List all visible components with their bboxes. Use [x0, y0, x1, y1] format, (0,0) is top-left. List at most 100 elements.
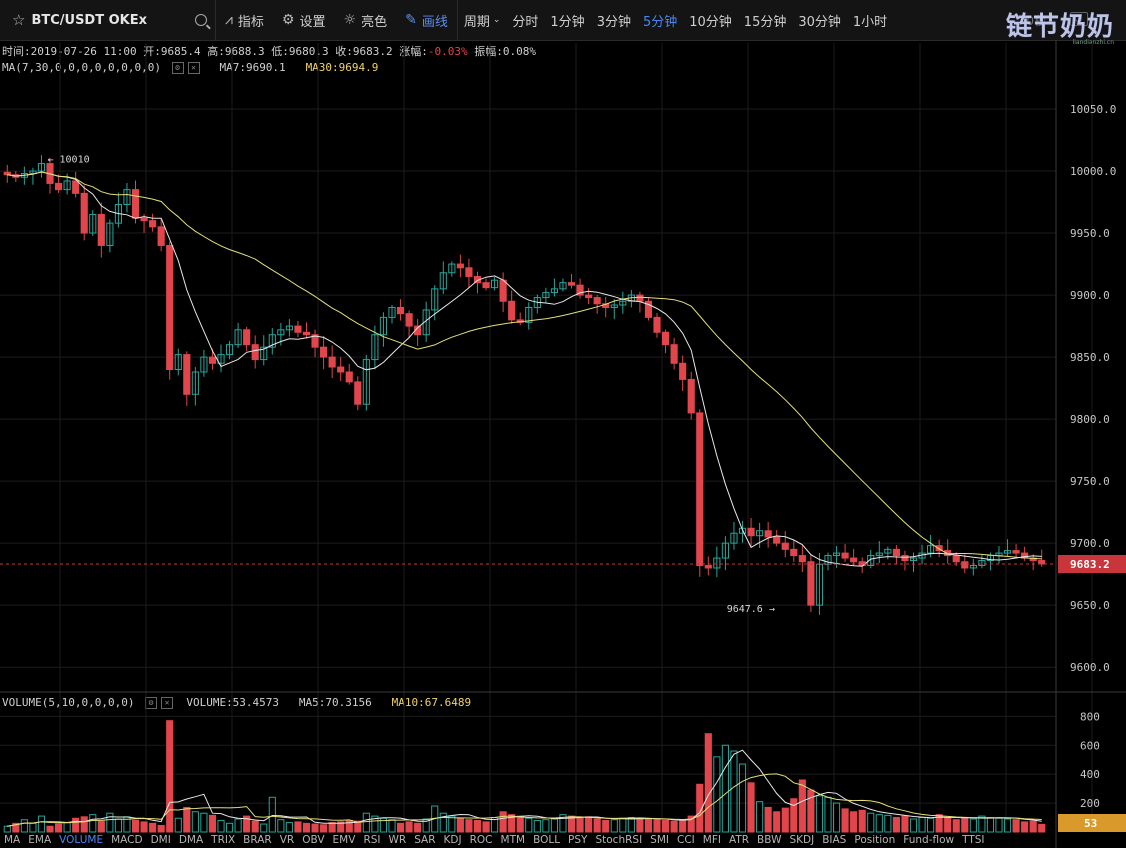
volume-bar — [542, 819, 550, 833]
volume-bar — [978, 815, 986, 833]
volume-bar — [619, 817, 627, 833]
volume-bar — [516, 815, 524, 833]
volume-bar — [388, 819, 396, 833]
volume-bar — [832, 802, 841, 833]
period-option[interactable]: 5分钟 — [642, 14, 678, 30]
indicators-button[interactable]: ⩘ 指标 — [216, 0, 273, 40]
indicator-tab[interactable]: BRAR — [243, 834, 272, 846]
candle-body — [405, 313, 413, 327]
indicator-tab[interactable]: RSI — [363, 834, 381, 846]
period-option[interactable]: 15分钟 — [743, 14, 787, 30]
draw-button[interactable]: ✎ 画线 — [396, 0, 457, 40]
close-icon[interactable]: ✕ — [187, 62, 200, 74]
indicator-tab[interactable]: MTM — [500, 834, 526, 846]
volume-bar — [961, 817, 969, 833]
indicator-tab[interactable]: MFI — [702, 834, 721, 846]
indicator-tab[interactable]: WR — [388, 834, 407, 846]
volume-current-tag — [1058, 814, 1126, 832]
volume-bar — [508, 814, 516, 833]
period-option[interactable]: 分时 — [512, 14, 539, 30]
indicator-tab[interactable]: VOLUME — [59, 834, 104, 846]
period-option[interactable]: 1分钟 — [550, 14, 585, 30]
volume-bar — [909, 818, 918, 833]
gear-icon[interactable]: ⚙ — [145, 697, 158, 709]
indicator-tab[interactable]: MACD — [111, 834, 143, 846]
volume-bar — [371, 815, 379, 833]
candle-body — [243, 329, 251, 346]
indicator-tab[interactable]: BIAS — [822, 834, 847, 846]
y-tick-label: 9950.0 — [1070, 227, 1110, 240]
search-icon[interactable] — [195, 14, 207, 26]
indicator-tab[interactable]: CCI — [677, 834, 695, 846]
candle-body — [824, 555, 832, 565]
candle-body — [585, 294, 593, 299]
indicator-tab[interactable]: KDJ — [443, 834, 462, 846]
volume-bar — [473, 819, 482, 833]
period-dropdown[interactable]: 周期 ⌄ — [458, 0, 507, 40]
candle-body — [508, 300, 516, 321]
close-icon[interactable]: ✕ — [161, 697, 174, 709]
candle-body — [952, 555, 960, 563]
candle-body — [448, 263, 456, 274]
star-icon[interactable]: ☆ — [12, 11, 26, 29]
volume-bar — [234, 818, 242, 833]
camera-icon[interactable] — [1070, 12, 1088, 26]
volume-bar — [131, 819, 140, 833]
theme-button[interactable]: ☼ 亮色 — [335, 0, 397, 40]
indicator-tab[interactable]: ATR — [728, 834, 750, 846]
period-option[interactable]: 10分钟 — [689, 14, 732, 30]
candle-body — [72, 180, 80, 194]
symbol-selector[interactable]: ☆ BTC/USDT OKEx — [0, 0, 216, 40]
candle-body — [396, 306, 405, 315]
gear-icon[interactable]: ⚙ — [171, 62, 184, 74]
candle-body — [892, 548, 900, 557]
settings-button[interactable]: ⚙ 设置 — [273, 0, 335, 40]
volume-bar — [362, 812, 370, 833]
indicator-tab[interactable]: ROC — [469, 834, 493, 846]
volume-bar — [499, 811, 507, 833]
indicator-tab[interactable]: EMA — [28, 834, 52, 846]
indicator-tab[interactable]: DMA — [178, 834, 204, 846]
indicator-tab[interactable]: Fund-flow — [903, 834, 955, 846]
pencil-icon: ✎ — [405, 12, 417, 28]
indicator-tab[interactable]: Position — [854, 834, 896, 846]
indicator-tab[interactable]: PSY — [568, 834, 588, 846]
candle-body — [456, 263, 464, 269]
volume-bar — [867, 812, 875, 833]
candle-body — [191, 371, 199, 395]
candle-body — [89, 213, 97, 234]
indicator-tab[interactable]: BBW — [757, 834, 782, 846]
indicator-tab[interactable]: MA — [4, 834, 21, 846]
candle-body — [123, 189, 131, 206]
candle-body — [1012, 550, 1020, 554]
indicator-tab[interactable]: TTSI — [962, 834, 985, 846]
period-option[interactable]: 30分钟 — [798, 14, 841, 30]
indicator-tab[interactable]: EMV — [332, 834, 356, 846]
volume-bar — [268, 796, 276, 833]
volume-params: VOLUME(5,10,0,0,0,0) — [2, 696, 135, 709]
volume-bar — [354, 820, 362, 833]
volume-bar — [328, 822, 336, 833]
ma7-value: MA7:9690.1 — [219, 61, 286, 74]
candle-body — [901, 555, 909, 562]
indicator-tab[interactable]: DMI — [150, 834, 171, 846]
volume-bar — [3, 825, 11, 833]
indicator-tab[interactable]: VR — [279, 834, 295, 846]
volume-bar — [166, 720, 174, 833]
indicator-tab[interactable]: StochRSI — [595, 834, 643, 846]
indicator-tab[interactable]: SMI — [650, 834, 669, 846]
volume-bar — [72, 817, 80, 833]
volume-bar — [935, 814, 943, 833]
indicator-tab[interactable]: BOLL — [533, 834, 561, 846]
candle-info: 时间:2019-07-26 11:00 开:9685.4 高:9688.3 低:… — [2, 45, 536, 58]
volume-bar — [37, 815, 46, 833]
indicator-tab[interactable]: SAR — [414, 834, 436, 846]
indicator-tab[interactable]: OBV — [302, 834, 325, 846]
period-option[interactable]: 3分钟 — [596, 14, 631, 30]
indicator-tab[interactable]: SKDJ — [789, 834, 815, 846]
volume-bar — [704, 733, 712, 833]
period-option[interactable]: 1小时 — [852, 14, 888, 30]
candle-body — [114, 204, 122, 224]
indicator-tab[interactable]: TRIX — [211, 834, 236, 846]
